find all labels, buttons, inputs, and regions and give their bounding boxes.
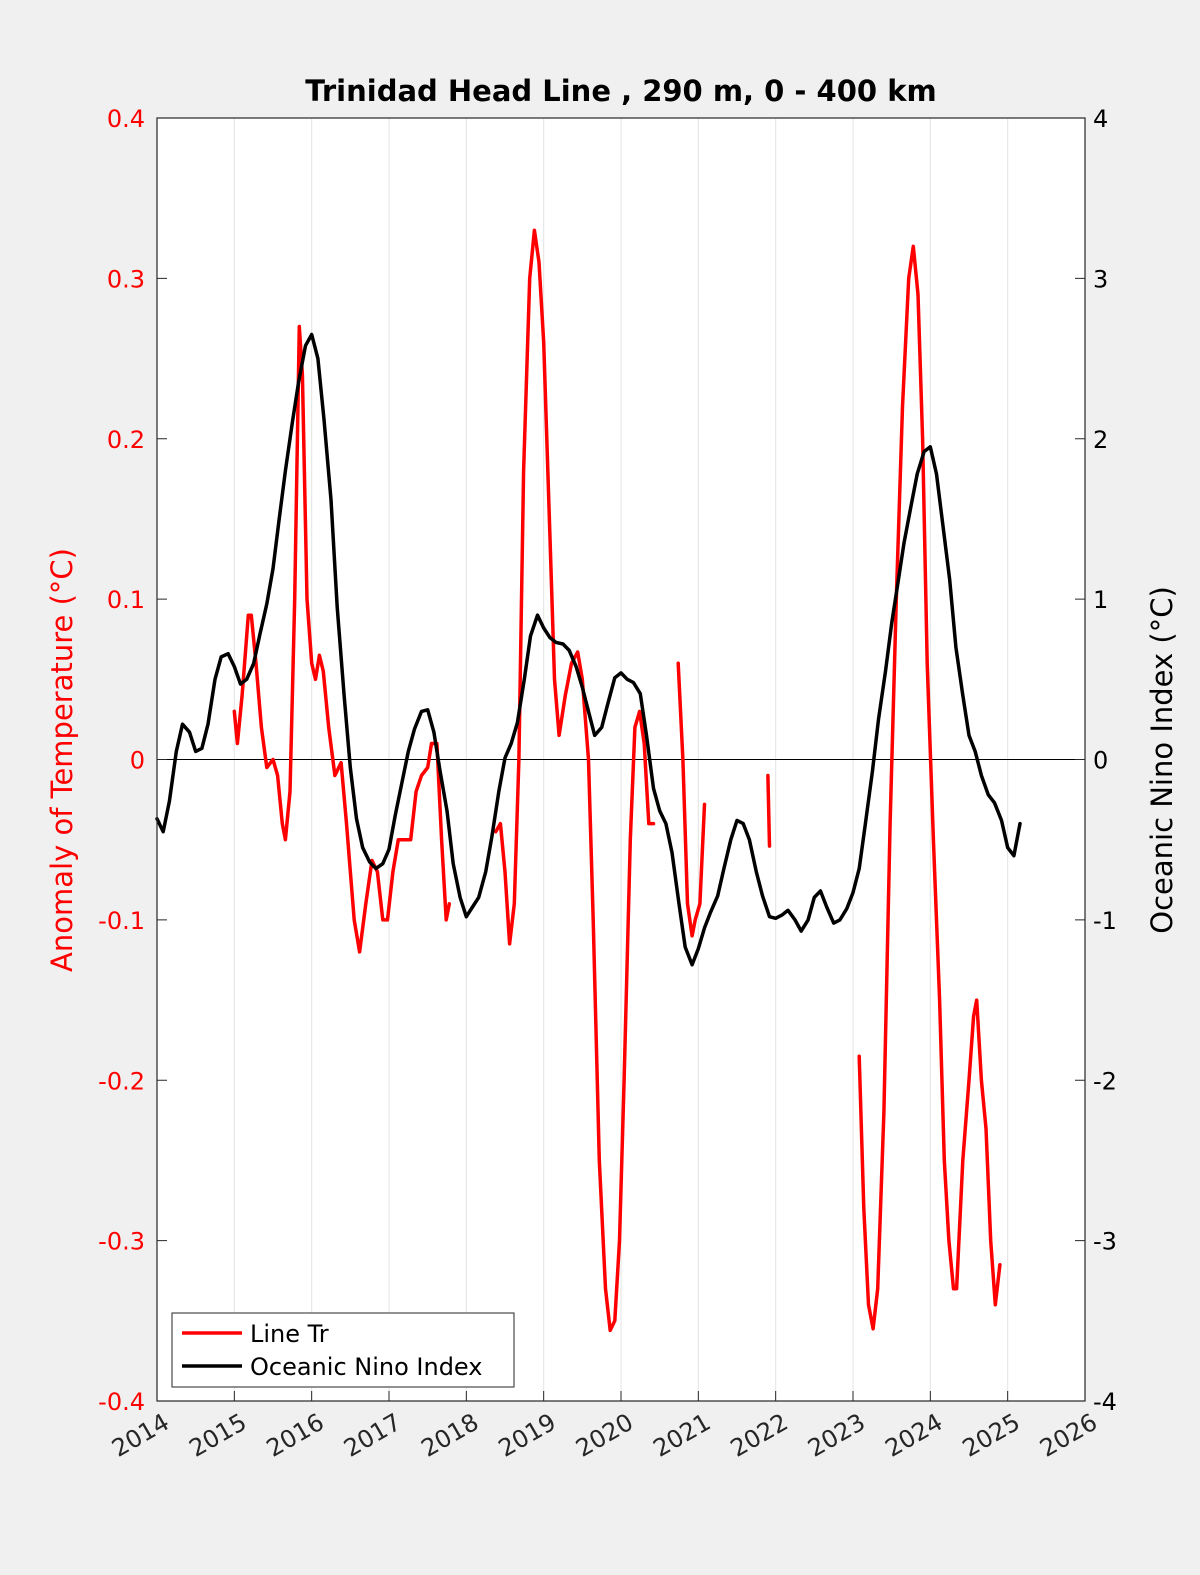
- legend-box: [171, 1312, 515, 1388]
- left-tick-label-1: -0.3: [98, 1228, 145, 1256]
- right-axis-ticks: -4 -3 -2 -1 0 1 2 3 4: [1075, 105, 1117, 1416]
- right-tick-label-1: -3: [1093, 1228, 1117, 1256]
- right-tick-label-2: -2: [1093, 1067, 1117, 1095]
- right-tick-label-5: 1: [1093, 586, 1108, 614]
- series-layer: [155, 228, 1022, 1333]
- right-tick-label-6: 2: [1093, 426, 1108, 454]
- right-tick-label-4: 0: [1093, 747, 1108, 775]
- left-axis-ticks: -0.4 -0.3 -0.2 -0.1 0 0.1 0.2 0.3 0.4: [98, 105, 167, 1416]
- series-0-segment-4: [857, 244, 1002, 1331]
- right-axis-title: Oceanic Nino Index (°C): [1145, 586, 1179, 934]
- right-tick-label-7: 3: [1093, 265, 1108, 293]
- left-tick-label-0: -0.4: [98, 1388, 145, 1416]
- right-tick-label-8: 4: [1093, 105, 1108, 133]
- legend-line-tr-label: Line Tr: [250, 1320, 329, 1348]
- left-tick-label-4: 0: [130, 747, 145, 775]
- series-0-segment-0: [232, 324, 452, 954]
- series-1-segment-0: [155, 332, 1022, 967]
- left-tick-label-8: 0.4: [107, 105, 145, 133]
- legend-oni-label: Oceanic Nino Index: [250, 1353, 482, 1381]
- left-axis-title: Anomaly of Temperature (°C): [45, 548, 79, 972]
- left-tick-label-7: 0.3: [107, 265, 145, 293]
- left-tick-label-5: 0.1: [107, 586, 145, 614]
- left-tick-label-3: -0.1: [98, 907, 145, 935]
- series-0-segment-2: [676, 661, 707, 938]
- legend: Line Tr Oceanic Nino Index: [171, 1312, 515, 1388]
- left-tick-label-6: 0.2: [107, 426, 145, 454]
- left-tick-label-2: -0.2: [98, 1067, 145, 1095]
- chart-title: Trinidad Head Line , 290 m, 0 - 400 km: [305, 74, 936, 108]
- right-tick-label-3: -1: [1093, 907, 1117, 935]
- series-0-segment-3: [766, 773, 772, 848]
- right-tick-label-0: -4: [1093, 1388, 1117, 1416]
